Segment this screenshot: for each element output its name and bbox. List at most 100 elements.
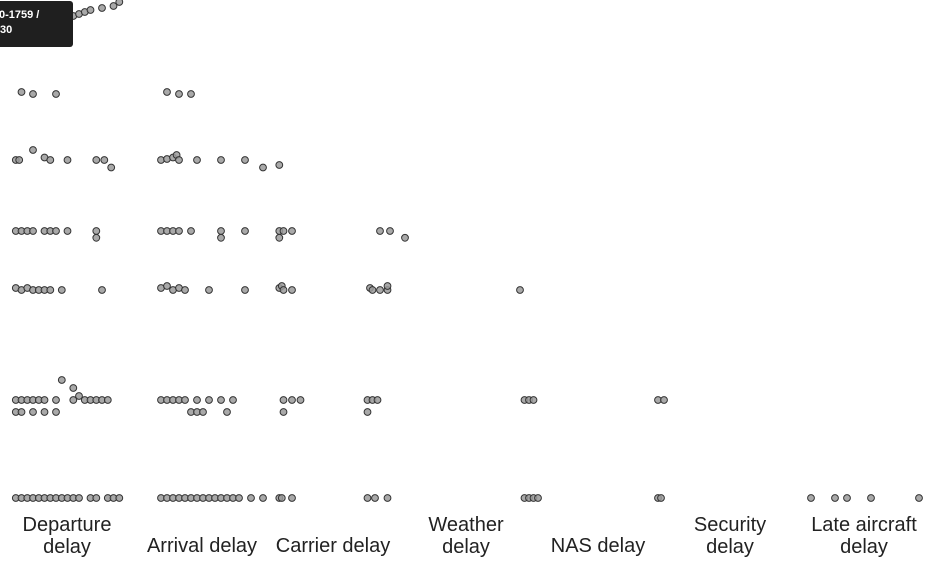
scatter-point-r4-c4-0[interactable] <box>516 286 524 294</box>
scatter-point-r6-c6-1[interactable] <box>831 494 839 502</box>
scatter-point-r4-c1-1[interactable] <box>163 282 171 290</box>
scatter-point-r1-c0-1[interactable] <box>29 90 37 98</box>
scatter-point-r2-c1-8[interactable] <box>259 163 267 172</box>
scatter-point-r6-c4-3[interactable] <box>534 494 542 502</box>
scatter-point-r5-c1-6[interactable] <box>205 396 213 404</box>
scatter-point-r5-c1-4[interactable] <box>181 396 189 404</box>
scatter-point-r0-c0-15[interactable] <box>109 2 118 10</box>
scatter-point-r6-c6-2[interactable] <box>843 494 851 502</box>
scatter-point-r5-c0-19[interactable] <box>40 408 49 416</box>
scatter-point-r6-c1-13[interactable] <box>235 494 243 502</box>
scatter-point-r6-c0-16[interactable] <box>115 494 124 502</box>
scatter-point-r5-c0-8[interactable] <box>69 396 78 404</box>
scatter-point-r4-c3-4[interactable] <box>383 282 392 290</box>
scatter-point-r5-c1-11[interactable] <box>199 408 207 416</box>
scatter-point-r0-c0-16[interactable] <box>115 0 124 6</box>
scatter-point-r5-c0-5[interactable] <box>40 396 49 404</box>
scatter-point-r5-c2-3[interactable] <box>279 408 288 416</box>
scatter-point-r2-c0-6[interactable] <box>92 156 101 164</box>
scatter-point-r3-c0-9[interactable] <box>92 233 101 242</box>
scatter-point-r4-c2-2[interactable] <box>279 286 288 294</box>
scatter-point-r1-c0-2[interactable] <box>52 90 60 98</box>
scatter-point-r6-c1-14[interactable] <box>247 494 255 502</box>
scatter-point-r3-c0-6[interactable] <box>52 227 60 235</box>
scatter-point-r6-c1-15[interactable] <box>259 494 267 502</box>
scatter-point-r3-c3-2[interactable] <box>401 233 409 242</box>
scatter-point-r3-c3-1[interactable] <box>386 227 394 235</box>
scatter-point-r6-c2-1[interactable] <box>277 494 286 502</box>
variable-label-4: NAS delay <box>550 535 646 557</box>
scatter-point-r4-c3-1[interactable] <box>368 286 377 294</box>
scatter-point-r2-c2-0[interactable] <box>275 161 284 169</box>
scatter-point-r4-c1-4[interactable] <box>181 286 189 294</box>
scatter-point-r0-c0-14[interactable] <box>98 4 106 12</box>
scatter-point-r2-c0-5[interactable] <box>63 156 72 164</box>
scatter-point-r2-c0-4[interactable] <box>46 156 55 164</box>
scatter-point-r2-c1-6[interactable] <box>217 156 225 164</box>
scatter-point-r6-c3-1[interactable] <box>371 494 379 502</box>
variable-label-6: Late aircraft delay <box>811 514 917 558</box>
scatter-point-r4-c0-7[interactable] <box>57 286 66 294</box>
scatter-point-r5-c0-7[interactable] <box>57 376 66 384</box>
scatter-point-r1-c1-2[interactable] <box>187 90 195 98</box>
scatter-point-r5-c1-5[interactable] <box>193 396 201 404</box>
scatter-point-r5-c3-2[interactable] <box>373 396 382 404</box>
scatter-point-r3-c0-7[interactable] <box>63 227 72 235</box>
scatter-point-r2-c0-8[interactable] <box>107 163 116 172</box>
variable-label-0: Departure delay <box>22 514 112 558</box>
scatter-point-r2-c1-4[interactable] <box>175 156 183 164</box>
scatter-point-r5-c0-13[interactable] <box>103 396 112 404</box>
scatter-point-r5-c4-2[interactable] <box>529 396 538 404</box>
scatter-point-r4-c0-6[interactable] <box>46 286 55 294</box>
scatter-point-r6-c5-1[interactable] <box>657 494 665 502</box>
scatter-point-r3-c1-6[interactable] <box>217 233 225 242</box>
scatter-point-r2-c0-7[interactable] <box>100 156 109 164</box>
scatter-point-r6-c0-11[interactable] <box>75 494 83 502</box>
scatter-point-r5-c2-0[interactable] <box>279 396 288 404</box>
scatter-point-r1-c0-0[interactable] <box>17 88 26 96</box>
scatter-point-r4-c0-8[interactable] <box>98 286 106 294</box>
scatter-point-r4-c2-3[interactable] <box>288 286 296 294</box>
scatter-point-r5-c5-1[interactable] <box>660 396 668 404</box>
scatter-point-r3-c2-2[interactable] <box>288 227 296 235</box>
scatter-point-r4-c1-5[interactable] <box>205 286 213 294</box>
scatter-point-r3-c1-3[interactable] <box>175 227 183 235</box>
scatter-point-r6-c6-0[interactable] <box>807 494 815 502</box>
scatter-point-r5-c1-8[interactable] <box>229 396 237 404</box>
scatter-point-r5-c3-3[interactable] <box>363 408 372 416</box>
scatter-point-r3-c2-1[interactable] <box>279 227 288 235</box>
scatter-point-r3-c1-7[interactable] <box>241 227 249 235</box>
scatter-point-r2-c0-2[interactable] <box>29 146 37 154</box>
scatter-point-r1-c1-0[interactable] <box>163 88 171 96</box>
scatter-point-r2-c1-7[interactable] <box>241 156 249 164</box>
scatter-point-r4-c1-6[interactable] <box>241 286 249 294</box>
scatter-point-r3-c1-4[interactable] <box>187 227 195 235</box>
scatter-point-r5-c0-20[interactable] <box>52 408 60 416</box>
scatter-point-r6-c6-3[interactable] <box>867 494 875 502</box>
scatter-point-r5-c0-17[interactable] <box>17 408 26 416</box>
scatter-point-r6-c3-2[interactable] <box>383 494 392 502</box>
scatter-point-r2-c0-1[interactable] <box>15 156 24 164</box>
scatter-point-r6-c2-2[interactable] <box>288 494 296 502</box>
scatter-point-r4-c3-2[interactable] <box>376 286 384 294</box>
scatter-point-r3-c2-3[interactable] <box>275 233 284 242</box>
scatter-point-r6-c6-4[interactable] <box>915 494 923 502</box>
scatter-point-r1-c1-1[interactable] <box>175 90 183 98</box>
scatter-point-r0-c0-13[interactable] <box>86 6 95 14</box>
scatter-point-r3-c3-0[interactable] <box>376 227 384 235</box>
scatter-point-r3-c0-3[interactable] <box>29 227 37 235</box>
scatter-point-r3-c0-8[interactable] <box>92 227 101 235</box>
scatter-point-r5-c1-12[interactable] <box>223 408 231 416</box>
scatter-point-r6-c0-13[interactable] <box>92 494 101 502</box>
scatter-point-r5-c0-15[interactable] <box>75 392 83 400</box>
scatter-point-r2-c1-5[interactable] <box>193 156 201 164</box>
scatter-point-r5-c0-18[interactable] <box>29 408 37 416</box>
scatter-point-r5-c2-1[interactable] <box>288 396 296 404</box>
scatter-point-r5-c0-14[interactable] <box>69 384 78 392</box>
scatter-point-r5-c1-7[interactable] <box>217 396 225 404</box>
scatter-point-r6-c3-0[interactable] <box>363 494 372 502</box>
scatter-point-r5-c0-6[interactable] <box>52 396 60 404</box>
scatter-point-r5-c2-2[interactable] <box>296 396 305 404</box>
scatter-point-r3-c1-5[interactable] <box>217 227 225 235</box>
